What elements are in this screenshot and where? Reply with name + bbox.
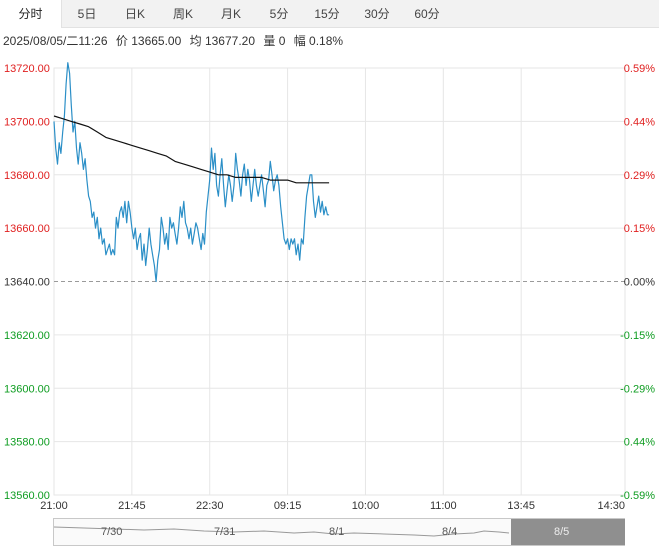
tab-5-min[interactable]: 5分 [269,7,289,21]
y-tick-label-percent: -0.59% [620,490,655,502]
y-tick-label-price: 13700.00 [4,116,50,128]
tab-weekly-k[interactable]: 周K [172,7,193,21]
navigator-date-label: 8/4 [442,526,458,538]
x-tick-label: 21:45 [118,500,146,512]
info-average: 均 13677.20 [189,34,256,48]
navigator-selected-range[interactable] [511,519,625,545]
y-tick-label-price: 13620.00 [4,330,50,342]
tab-15-min[interactable]: 15分 [314,7,340,21]
tab-monthly-k[interactable]: 月K [220,7,241,21]
y-tick-label-percent: 0.44% [624,437,655,449]
tab-intraday[interactable]: 分时 [0,0,62,28]
y-tick-label-percent: 0.59% [624,63,655,75]
y-tick-label-percent: 0.15% [624,223,655,235]
y-tick-label-price: 13720.00 [4,63,50,75]
info-volume: 量 0 [263,34,286,48]
y-tick-label-percent: -0.29% [620,383,655,395]
navigator-sparkline [54,526,510,537]
price-line [53,62,330,283]
average-price-line [53,115,330,184]
y-tick-label-price: 13680.00 [4,170,50,182]
quote-info-bar: 2025/08/05/二11:26 价 13665.00 均 13677.20 … [0,29,659,53]
y-tick-label-price: 13660.00 [4,223,50,235]
x-tick-label: 09:15 [274,500,302,512]
x-tick-label: 22:30 [196,500,224,512]
navigator-date-label: 7/31 [214,526,236,538]
tab-daily-k[interactable]: 日K [124,7,145,21]
tab-30-min[interactable]: 30分 [364,7,390,21]
info-datetime: 2025/08/05/二11:26 [3,34,108,48]
y-tick-label-percent: 0.00% [624,277,655,289]
y-tick-label-price: 13560.00 [4,490,50,502]
x-tick-label: 21:00 [40,500,68,512]
info-price: 价 13665.00 [115,34,182,48]
navigator-date-label: 7/30 [101,526,123,538]
x-tick-label: 13:45 [507,500,535,512]
tab-60-min[interactable]: 60分 [414,7,440,21]
y-tick-label-price: 13600.00 [4,383,50,395]
y-tick-label-price: 13640.00 [4,277,50,289]
navigator-date-label: 8/5 [554,526,570,538]
y-tick-label-percent: 0.29% [624,170,655,182]
time-navigator[interactable]: 7/30 7/31 8/1 8/4 8/5 [53,518,625,546]
y-tick-label-percent: -0.15% [620,330,655,342]
y-tick-label-price: 13580.00 [4,437,50,449]
x-tick-label: 11:00 [430,500,457,512]
y-tick-label-percent: 0.44% [624,116,655,128]
tab-5-day[interactable]: 5日 [77,7,97,21]
info-change: 幅 0.18% [293,34,344,48]
navigator-date-label: 8/1 [329,526,345,538]
intraday-chart[interactable]: 13720.00 0.59% 13700.00 0.44% 13680.00 0.29% 1… [0,54,659,518]
x-tick-label: 10:00 [352,500,380,512]
x-tick-label: 14:30 [597,500,625,512]
period-tab-bar: 分时 5日 日K 周K 月K 5分 15分 30分 60分 [0,0,659,28]
